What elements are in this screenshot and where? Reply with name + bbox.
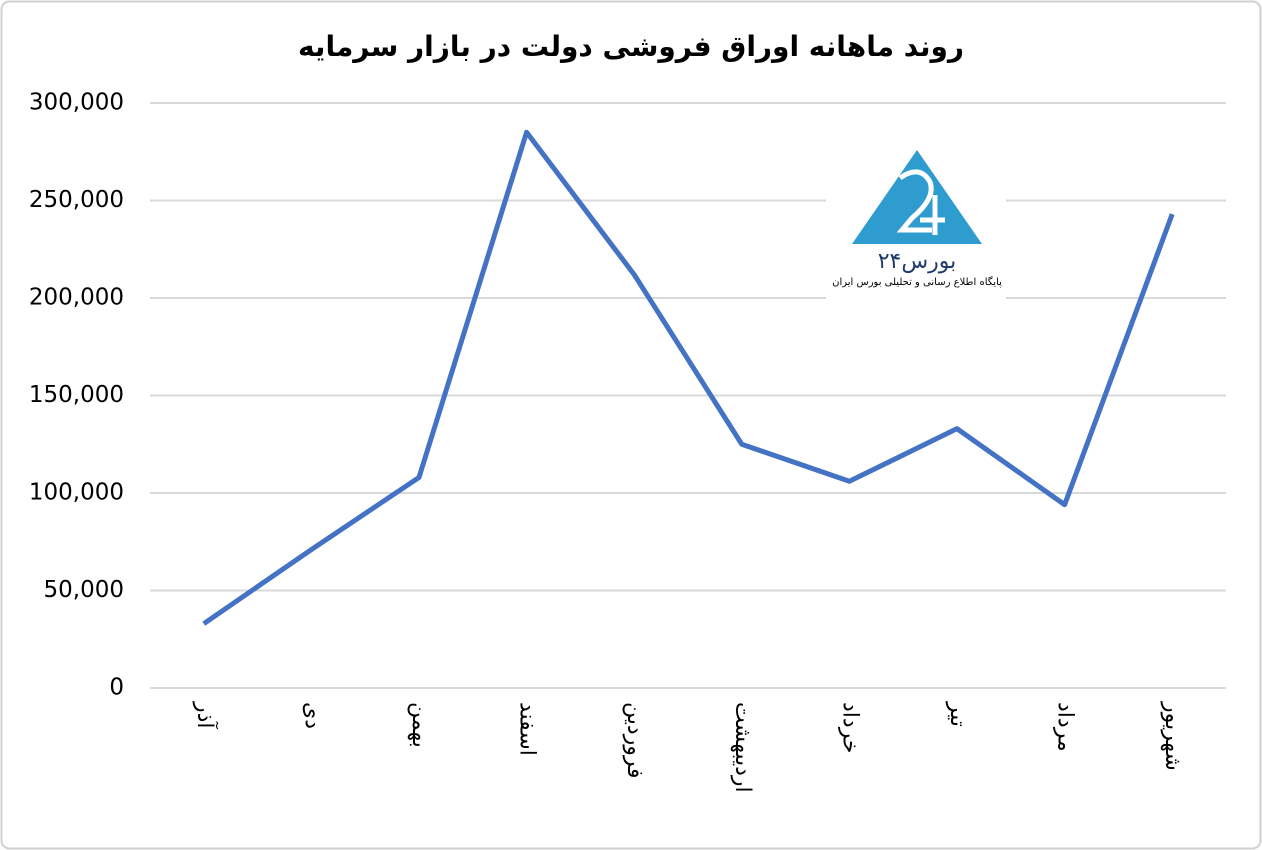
y-tick-label: 200,000 (29, 285, 124, 311)
x-tick-label: تیر (945, 701, 970, 727)
logo-glyph (896, 169, 945, 235)
x-tick-label: آذر (192, 701, 219, 729)
x-tick-label: اردیبهشت (730, 702, 755, 793)
y-tick-label: 100,000 (29, 480, 124, 506)
x-tick-label: اسفند (515, 702, 540, 756)
chart-title: روند ماهانه اوراق فروشی دولت در بازار سر… (298, 30, 964, 63)
x-tick-label: شهریور (1160, 701, 1185, 771)
x-tick-label: خرداد (837, 702, 862, 753)
logo-triangle (852, 150, 982, 244)
watermark-name: بورس۲۴ (878, 249, 957, 274)
x-tick-label: فروردین (622, 702, 647, 779)
x-tick-label: مرداد (1053, 702, 1078, 752)
x-tick-label: دی (299, 702, 324, 729)
watermark: بورس۲۴ پایگاه اطلاع رسانی و تحلیلی بورس … (826, 140, 1006, 300)
y-tick-label: 250,000 (29, 187, 124, 213)
y-tick-label: 0 (109, 675, 124, 701)
y-tick-label: 300,000 (29, 90, 124, 116)
y-tick-label: 50,000 (44, 577, 124, 603)
y-tick-label: 150,000 (29, 382, 124, 408)
watermark-tagline: پایگاه اطلاع رسانی و تحلیلی بورس ایران (832, 276, 1002, 288)
line (202, 129, 1175, 626)
x-tick-label: بهمن (407, 702, 432, 748)
